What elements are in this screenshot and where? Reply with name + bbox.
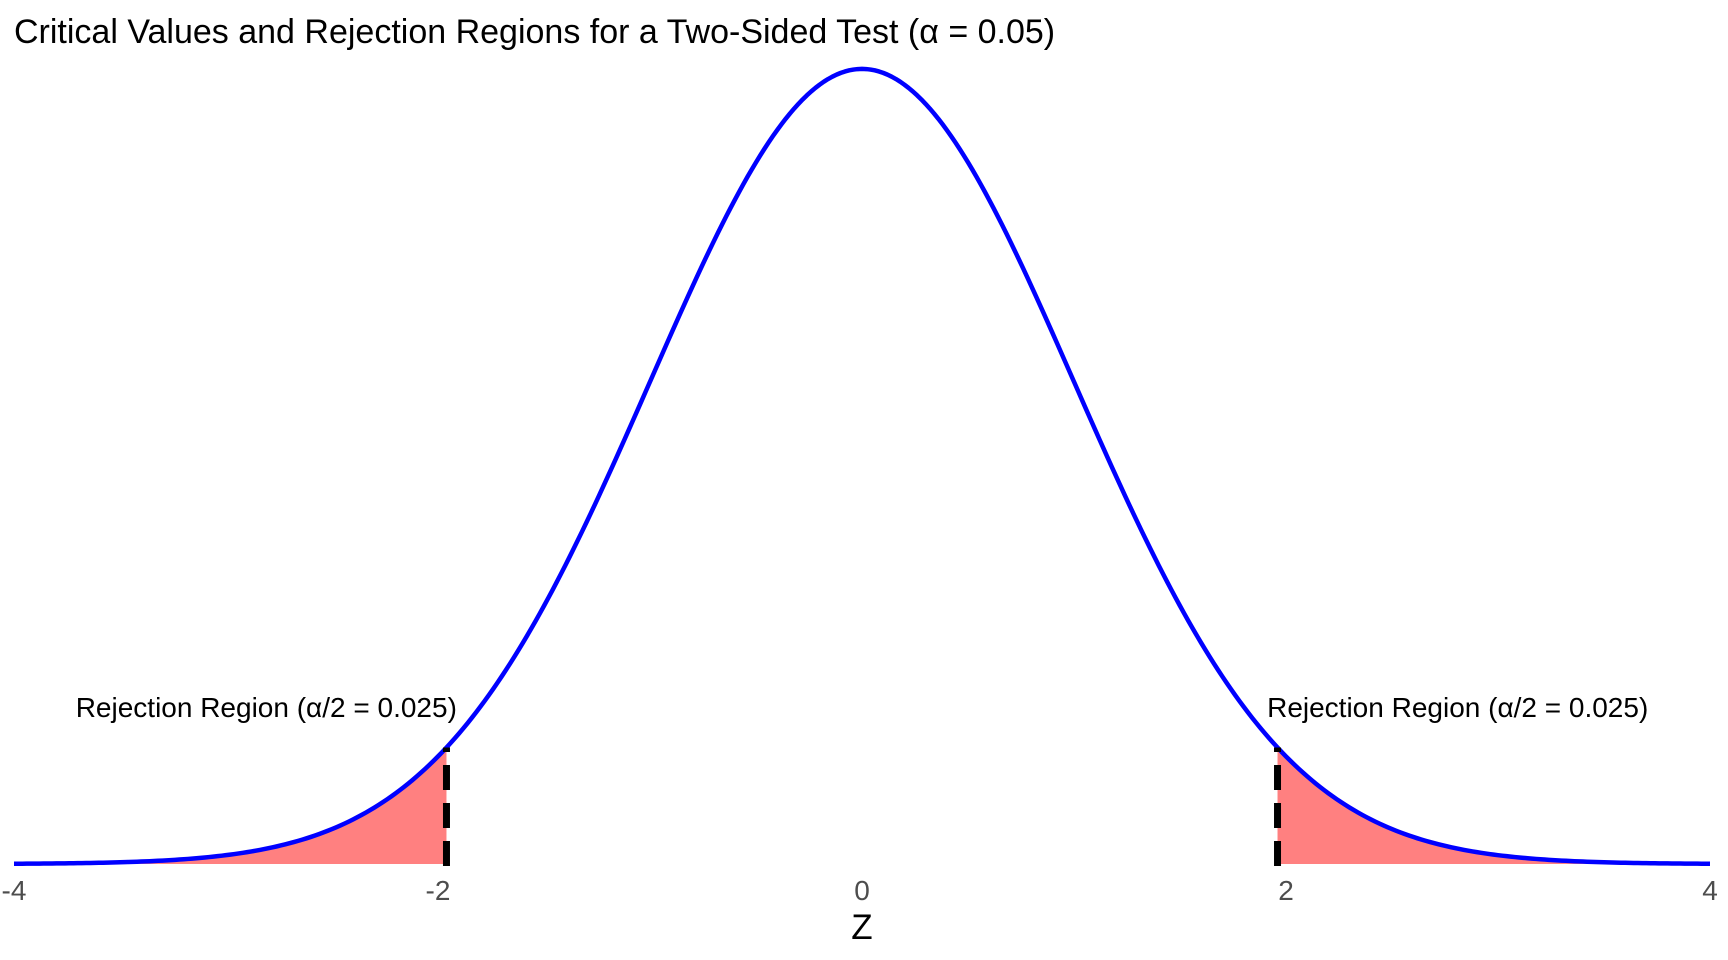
x-axis-title: Z (851, 908, 872, 947)
x-axis-tick-label: -2 (426, 875, 451, 906)
x-axis-tick-label: 2 (1278, 875, 1294, 906)
rejection-region-label-left: Rejection Region (α/2 = 0.025) (76, 692, 457, 723)
rejection-region-right-fill (1277, 747, 1710, 864)
x-axis-tick-label: 4 (1702, 875, 1718, 906)
rejection-region-left-fill (14, 747, 447, 864)
x-axis-tick-label: -4 (2, 875, 27, 906)
normal-curve (13, 66, 1711, 866)
rejection-region-label-right: Rejection Region (α/2 = 0.025) (1267, 692, 1648, 723)
x-axis-tick-label: 0 (854, 875, 870, 906)
chart-title: Critical Values and Rejection Regions fo… (14, 13, 1055, 51)
x-axis-tick-labels: -4 -2 0 2 4 (2, 875, 1718, 906)
